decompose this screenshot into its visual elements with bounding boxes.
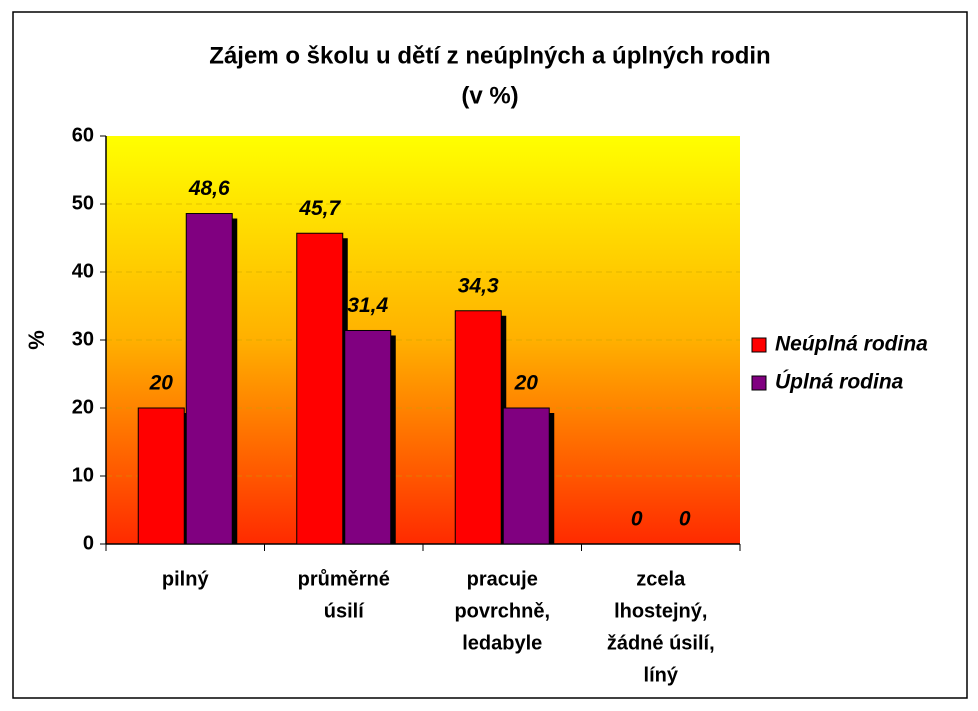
data-label: 20 <box>149 372 174 395</box>
data-label: 31,4 <box>347 294 388 317</box>
x-tick-label: líný <box>644 664 679 686</box>
x-tick-label: pracuje <box>467 568 538 590</box>
x-tick-label: průměrné <box>298 568 390 590</box>
chart-title: Zájem o školu u dětí z neúplných a úplný… <box>209 42 770 69</box>
x-tick-label: ledabyle <box>462 632 542 654</box>
legend-swatch <box>751 337 767 353</box>
x-tick-label: žádné úsilí, <box>607 632 715 654</box>
legend-label: Neúplná rodina <box>775 333 928 356</box>
chart-subtitle: (v %) <box>461 82 518 109</box>
x-tick-label: povrchně, <box>454 600 550 622</box>
data-label: 48,6 <box>188 177 230 200</box>
x-tick-label: lhostejný, <box>614 600 707 622</box>
data-label: 20 <box>514 372 539 395</box>
bar <box>502 407 550 545</box>
bar <box>344 329 392 545</box>
bar <box>296 232 344 545</box>
y-tick-label: 10 <box>72 464 94 486</box>
y-tick-label: 0 <box>83 532 94 554</box>
data-label: 0 <box>679 508 691 531</box>
y-tick-label: 40 <box>72 260 94 282</box>
y-axis-label: % <box>24 330 49 350</box>
bar <box>185 213 233 545</box>
x-tick-label: pilný <box>162 568 210 590</box>
data-label: 0 <box>631 508 643 531</box>
x-tick-label: zcela <box>636 568 686 590</box>
y-tick-label: 30 <box>72 328 94 350</box>
bar <box>137 407 185 545</box>
y-tick-label: 60 <box>72 124 94 146</box>
data-label: 34,3 <box>458 274 499 297</box>
data-label: 45,7 <box>298 197 341 220</box>
y-tick-label: 20 <box>72 396 94 418</box>
x-tick-label: úsilí <box>324 600 365 622</box>
legend-label: Úplná rodina <box>775 370 904 394</box>
legend-swatch <box>751 375 767 391</box>
y-tick-label: 50 <box>72 192 94 214</box>
bar <box>454 310 502 545</box>
